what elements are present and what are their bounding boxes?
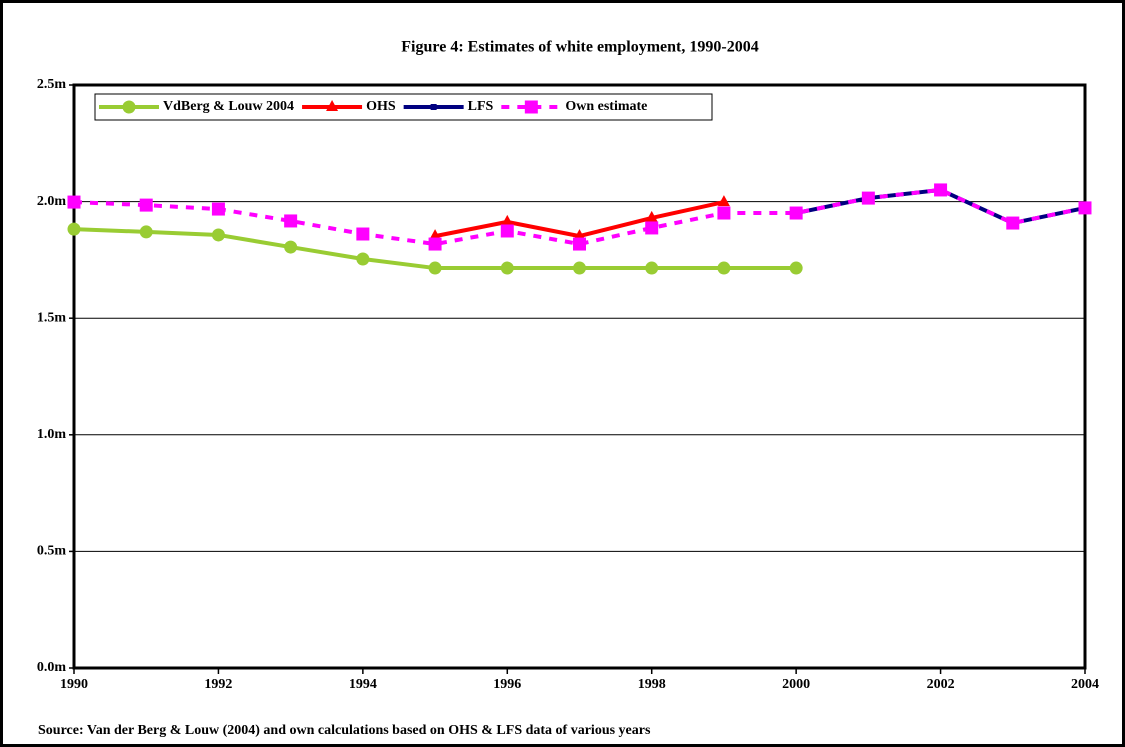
legend-label: LFS — [468, 99, 494, 114]
x-tick-label: 1994 — [349, 677, 377, 692]
legend-label: VdBerg & Louw 2004 — [163, 99, 294, 114]
data-point — [501, 214, 514, 226]
plot-area — [72, 83, 1087, 670]
y-tick-label: 2.5m — [37, 77, 67, 92]
data-point — [717, 195, 730, 207]
data-point — [356, 252, 370, 266]
legend-marker — [430, 104, 437, 110]
data-point — [428, 261, 442, 275]
x-tick-label: 1998 — [638, 677, 666, 692]
y-tick-label: 1.5m — [37, 310, 67, 325]
data-point — [356, 227, 370, 241]
data-point — [717, 206, 731, 220]
data-point — [645, 210, 658, 222]
data-point — [1078, 201, 1092, 215]
data-point — [67, 222, 81, 236]
data-point — [428, 237, 442, 251]
legend-marker — [524, 100, 538, 114]
y-tick-label: 0.0m — [37, 660, 67, 675]
data-point — [139, 225, 153, 239]
y-tick-label: 0.5m — [37, 544, 67, 559]
data-point — [573, 229, 586, 241]
data-point — [139, 198, 153, 212]
source-note: Source: Van der Berg & Louw (2004) and o… — [38, 723, 651, 738]
series-line — [73, 187, 1086, 247]
x-tick-label: 2004 — [1071, 677, 1099, 692]
data-point — [67, 195, 81, 209]
legend-label: Own estimate — [565, 99, 647, 114]
y-tick-label: 1.0m — [37, 427, 67, 442]
x-tick-label: 1992 — [204, 677, 232, 692]
data-point — [211, 228, 225, 242]
legend-label: OHS — [366, 99, 396, 114]
data-point — [645, 261, 659, 275]
data-point — [500, 261, 514, 275]
data-point — [789, 206, 803, 220]
data-point — [934, 183, 948, 197]
data-point — [573, 261, 586, 275]
chart-title: Figure 4: Estimates of white employment,… — [401, 39, 758, 56]
x-tick-label: 2002 — [927, 677, 955, 692]
x-tick-label: 1996 — [493, 677, 521, 692]
data-point — [789, 261, 803, 275]
data-point — [645, 221, 659, 235]
x-tick-label: 2000 — [782, 677, 810, 692]
data-point — [429, 229, 442, 241]
data-point — [717, 261, 731, 275]
data-point — [284, 240, 298, 254]
data-point — [211, 202, 225, 216]
legend-box — [94, 93, 713, 121]
data-point — [500, 224, 514, 238]
data-point — [284, 214, 298, 228]
data-point — [573, 237, 586, 251]
x-tick-label: 1990 — [60, 677, 88, 692]
y-tick-label: 2.0m — [37, 194, 67, 209]
legend-marker — [122, 100, 136, 114]
data-point — [1006, 216, 1020, 230]
data-point — [861, 191, 875, 205]
legend-marker — [326, 100, 339, 111]
